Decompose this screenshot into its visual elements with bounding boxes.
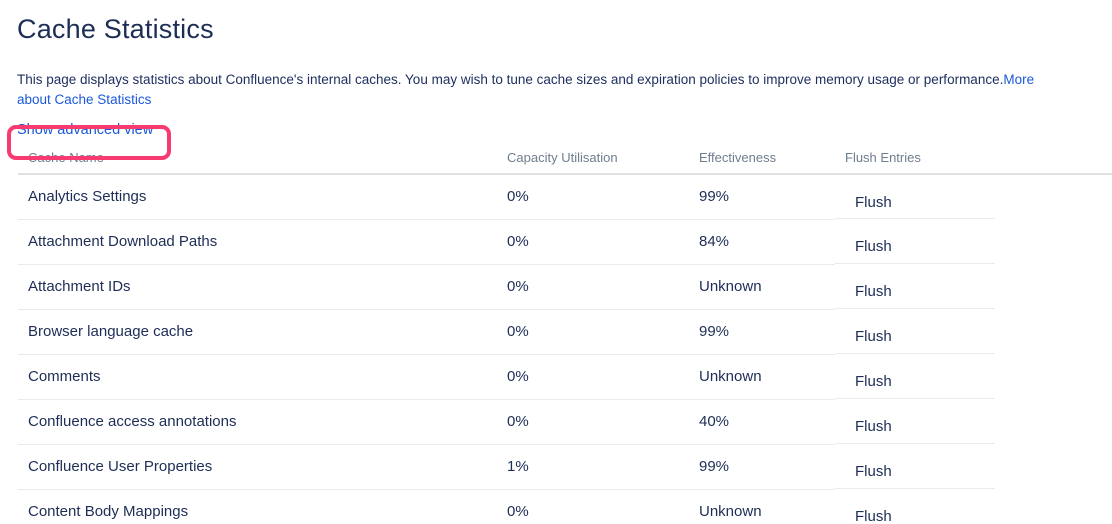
flush-link[interactable]: Flush	[855, 373, 892, 390]
flush-cell: Flush	[835, 354, 1112, 399]
effectiveness-cell: 84%	[689, 219, 835, 265]
cache-name-cell: Attachment IDs	[18, 264, 497, 310]
capacity-utilisation-cell: 0%	[497, 174, 689, 220]
column-header-effectiveness: Effectiveness	[689, 148, 835, 175]
capacity-utilisation-cell: 0%	[497, 219, 689, 265]
effectiveness-cell: Unknown	[689, 264, 835, 310]
cache-name-cell: Attachment Download Paths	[18, 219, 497, 265]
cache-table-body: Analytics Settings 0% 99% Flush Attachme…	[18, 174, 1112, 524]
more-about-cache-statistics-link[interactable]: More about Cache Statistics	[17, 72, 1034, 107]
effectiveness-cell: 99%	[689, 174, 835, 220]
effectiveness-cell: 99%	[689, 309, 835, 355]
cache-name-cell: Analytics Settings	[18, 174, 497, 220]
more-link-line2: about Cache Statistics	[17, 92, 152, 107]
table-row: Content Body Mappings 0% Unknown Flush	[18, 489, 1112, 524]
table-row: Comments 0% Unknown Flush	[18, 354, 1112, 400]
flush-link[interactable]: Flush	[855, 418, 892, 435]
description-text: This page displays statistics about Conf…	[17, 72, 1004, 87]
effectiveness-cell: Unknown	[689, 354, 835, 400]
column-header-capacity-utilisation: Capacity Utilisation	[497, 148, 689, 175]
table-row: Confluence User Properties 1% 99% Flush	[18, 444, 1112, 490]
table-row: Confluence access annotations 0% 40% Flu…	[18, 399, 1112, 445]
capacity-utilisation-cell: 0%	[497, 264, 689, 310]
flush-cell: Flush	[835, 219, 1112, 264]
cache-name-cell: Content Body Mappings	[18, 489, 497, 524]
more-link-line1: More	[1003, 72, 1035, 87]
effectiveness-cell: Unknown	[689, 489, 835, 524]
flush-link[interactable]: Flush	[855, 283, 892, 300]
page-description: This page displays statistics about Conf…	[17, 70, 1095, 110]
flush-link[interactable]: Flush	[855, 463, 892, 480]
column-header-flush-entries: Flush Entries	[835, 148, 1112, 175]
capacity-utilisation-cell: 1%	[497, 444, 689, 490]
cache-name-cell: Confluence User Properties	[18, 444, 497, 490]
cache-name-cell: Comments	[18, 354, 497, 400]
show-advanced-view-link[interactable]: Show advanced view	[17, 122, 154, 138]
flush-cell: Flush	[835, 444, 1112, 489]
flush-cell: Flush	[835, 264, 1112, 309]
cache-statistics-table: Cache Name Capacity Utilisation Effectiv…	[18, 148, 1112, 524]
flush-cell: Flush	[835, 399, 1112, 444]
capacity-utilisation-cell: 0%	[497, 489, 689, 524]
table-row: Analytics Settings 0% 99% Flush	[18, 174, 1112, 220]
flush-cell: Flush	[835, 309, 1112, 354]
column-header-cache-name: Cache Name	[18, 148, 497, 175]
table-header-row: Cache Name Capacity Utilisation Effectiv…	[18, 148, 1112, 175]
capacity-utilisation-cell: 0%	[497, 399, 689, 445]
flush-link[interactable]: Flush	[855, 238, 892, 255]
flush-link[interactable]: Flush	[855, 193, 892, 211]
flush-link[interactable]: Flush	[855, 508, 892, 524]
table-row: Browser language cache 0% 99% Flush	[18, 309, 1112, 355]
capacity-utilisation-cell: 0%	[497, 354, 689, 400]
page-title: Cache Statistics	[17, 14, 214, 44]
table-row: Attachment Download Paths 0% 84% Flush	[18, 219, 1112, 265]
table-row: Attachment IDs 0% Unknown Flush	[18, 264, 1112, 310]
flush-link[interactable]: Flush	[855, 328, 892, 345]
effectiveness-cell: 99%	[689, 444, 835, 490]
cache-name-cell: Confluence access annotations	[18, 399, 497, 445]
cache-name-cell: Browser language cache	[18, 309, 497, 355]
flush-cell: Flush	[835, 489, 1112, 524]
flush-cell: Flush	[835, 174, 1112, 219]
advanced-view-row: Show advanced view	[17, 122, 1112, 138]
effectiveness-cell: 40%	[689, 399, 835, 445]
capacity-utilisation-cell: 0%	[497, 309, 689, 355]
